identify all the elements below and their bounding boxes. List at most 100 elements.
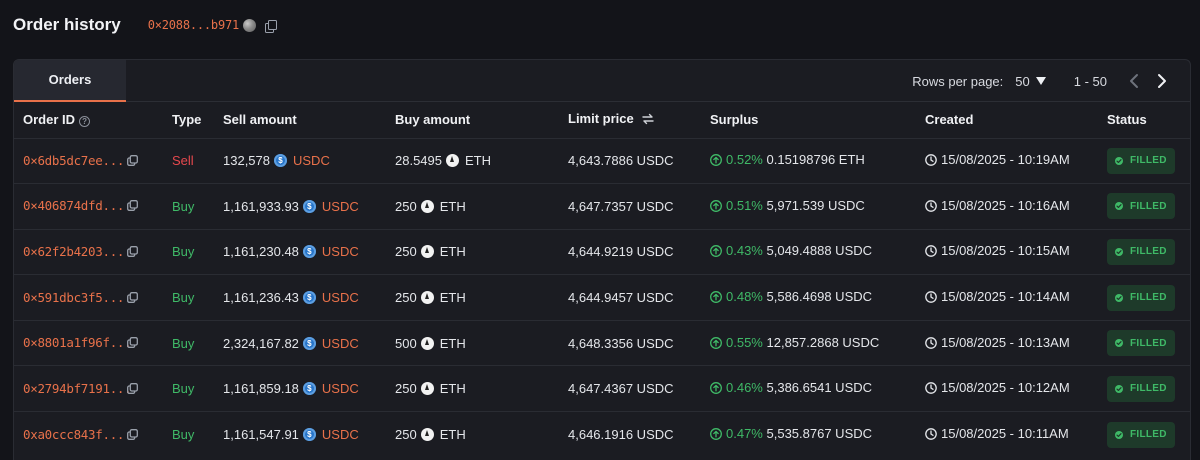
buy-amount: 28.5495	[395, 153, 442, 169]
copy-order-id-icon[interactable]	[127, 154, 138, 169]
page-range: 1 - 50	[1073, 73, 1107, 89]
limit-price: 4,647.7357 USDC	[568, 183, 710, 230]
column-label: Limit price	[568, 111, 634, 127]
status-badge: FILLED	[1107, 147, 1175, 174]
sell-amount-cell: 1,161,230.48 USDC	[223, 228, 395, 275]
surplus-cell: 0.48% 5,586.4698 USDC	[710, 274, 925, 321]
sell-amount: 132,578	[223, 153, 270, 169]
sell-amount: 1,161,859.18	[223, 381, 299, 397]
copy-order-id-icon[interactable]	[127, 199, 138, 214]
buy-token: ETH	[439, 381, 466, 397]
sell-amount: 1,161,230.48	[223, 244, 299, 260]
clock-icon	[925, 200, 937, 215]
copy-order-id-icon[interactable]	[127, 336, 138, 351]
order-id-cell: 0×2794bf7191...	[14, 365, 172, 412]
order-id-cell: 0×6db5dc7ee...	[14, 137, 172, 184]
orders-table: Order ID? Type Sell amount Buy amount Li…	[14, 102, 1190, 458]
sell-token-link[interactable]: USDC	[293, 153, 330, 169]
surplus-cell: 0.55% 12,857.2868 USDC	[710, 319, 925, 366]
info-icon[interactable]: ?	[79, 116, 91, 128]
copy-order-id-icon[interactable]	[127, 382, 138, 397]
created-time: 15/08/2025 - 10:15AM	[941, 243, 1070, 259]
buy-amount: 250	[395, 198, 417, 214]
tab-orders[interactable]: Orders	[14, 60, 126, 102]
order-type: Buy	[172, 319, 223, 366]
usdc-token-icon	[302, 382, 316, 396]
sell-token-link[interactable]: USDC	[321, 244, 359, 260]
surplus-cell: 0.43% 5,049.4888 USDC	[710, 228, 925, 275]
rows-per-page-value: 50	[1015, 73, 1030, 89]
column-surplus: Surplus	[710, 112, 759, 128]
limit-price: 4,643.7886 USDC	[568, 137, 710, 184]
table-row[interactable]: 0×62f2b4203... Buy 1,161,230.48 USDC 250 E…	[14, 228, 1190, 275]
clock-icon	[925, 154, 937, 169]
copy-order-id-icon[interactable]	[127, 428, 138, 443]
buy-token: ETH	[439, 244, 466, 260]
buy-amount-cell: 28.5495 ETH	[395, 137, 568, 184]
surplus-percent: 0.48%	[726, 289, 763, 305]
sell-token-link[interactable]: USDC	[321, 290, 359, 306]
order-id-link[interactable]: 0×8801a1f96f...	[23, 335, 132, 351]
account-address-link[interactable]: 0×2088...b971	[147, 18, 240, 32]
status-label: FILLED	[1130, 383, 1167, 395]
status-cell: FILLED	[1107, 365, 1190, 412]
check-circle-icon	[1115, 293, 1123, 302]
buy-amount: 250	[395, 244, 417, 260]
clock-icon	[925, 336, 937, 352]
status-cell: FILLED	[1107, 319, 1190, 366]
usdc-token-icon	[302, 245, 316, 259]
sell-token-link[interactable]: USDC	[321, 427, 359, 443]
order-id-link[interactable]: 0×2794bf7191...	[23, 380, 132, 396]
check-circle-icon	[1115, 430, 1123, 439]
table-row[interactable]: 0×8801a1f96f... Buy 2,324,167.82 USDC 500…	[14, 319, 1190, 366]
tab-bar: Orders Rows per page: 50 1 - 50	[14, 60, 1190, 102]
table-row[interactable]: 0xa0ccc843f... Buy 1,161,547.91 USDC 250 E…	[14, 411, 1190, 458]
table-row[interactable]: 0×591dbc3f5... Buy 1,161,236.43 USDC 250 E…	[14, 274, 1190, 321]
order-id-link[interactable]: 0xa0ccc843f...	[23, 426, 125, 442]
column-order-id: Order ID?	[14, 102, 172, 138]
sell-amount: 2,324,167.82	[223, 335, 299, 351]
orders-panel: Orders Rows per page: 50 1 - 50 Order ID…	[13, 59, 1191, 460]
copy-order-id-icon[interactable]	[127, 245, 138, 260]
sell-token-link[interactable]: USDC	[321, 198, 359, 214]
surplus-percent: 0.46%	[726, 380, 763, 396]
status-label: FILLED	[1130, 292, 1167, 304]
check-circle-icon	[1115, 247, 1123, 256]
table-row[interactable]: 0×6db5dc7ee... Sell 132,578 USDC 28.5495 E…	[14, 137, 1190, 184]
created-time: 15/08/2025 - 10:13AM	[941, 334, 1070, 350]
order-type: Buy	[172, 411, 223, 458]
order-id-link[interactable]: 0×591dbc3f5...	[23, 289, 125, 305]
status-badge: FILLED	[1107, 421, 1175, 448]
limit-price: 4,644.9457 USDC	[568, 274, 710, 321]
previous-page-button[interactable]	[1123, 70, 1145, 92]
table-row[interactable]: 0×2794bf7191... Buy 1,161,859.18 USDC 250…	[14, 365, 1190, 412]
eth-token-icon	[420, 382, 434, 396]
sell-token-link[interactable]: USDC	[321, 381, 359, 397]
status-cell: FILLED	[1107, 274, 1190, 321]
eth-token-icon	[420, 336, 434, 350]
swap-arrows-icon[interactable]	[642, 113, 654, 128]
copy-order-id-icon[interactable]	[127, 291, 138, 306]
eth-token-icon	[420, 199, 434, 213]
order-type: Sell	[172, 137, 223, 184]
clock-icon	[925, 291, 937, 306]
order-type: Buy	[172, 365, 223, 412]
chevron-left-icon	[1130, 74, 1138, 88]
copy-address-icon[interactable]	[265, 19, 278, 33]
table-row[interactable]: 0×406874dfd... Buy 1,161,933.93 USDC 250 E…	[14, 183, 1190, 230]
order-id-link[interactable]: 0×6db5dc7ee...	[23, 152, 125, 168]
next-page-button[interactable]	[1151, 70, 1173, 92]
column-buy-amount: Buy amount	[395, 112, 471, 128]
sell-amount: 1,161,236.43	[223, 290, 299, 306]
sell-token-link[interactable]: USDC	[321, 335, 359, 351]
buy-token: ETH	[439, 427, 466, 443]
status-badge: FILLED	[1107, 284, 1175, 311]
order-id-link[interactable]: 0×62f2b4203...	[23, 243, 125, 259]
rows-per-page-select[interactable]: 50	[1015, 73, 1046, 89]
arrow-up-circle-icon	[710, 245, 722, 260]
created-cell: 15/08/2025 - 10:13AM	[925, 319, 1107, 366]
limit-price: 4,647.4367 USDC	[568, 365, 710, 412]
surplus-value: 5,971.539 USDC	[766, 197, 865, 213]
order-id-link[interactable]: 0×406874dfd...	[23, 198, 125, 214]
surplus-percent: 0.43%	[726, 243, 763, 259]
